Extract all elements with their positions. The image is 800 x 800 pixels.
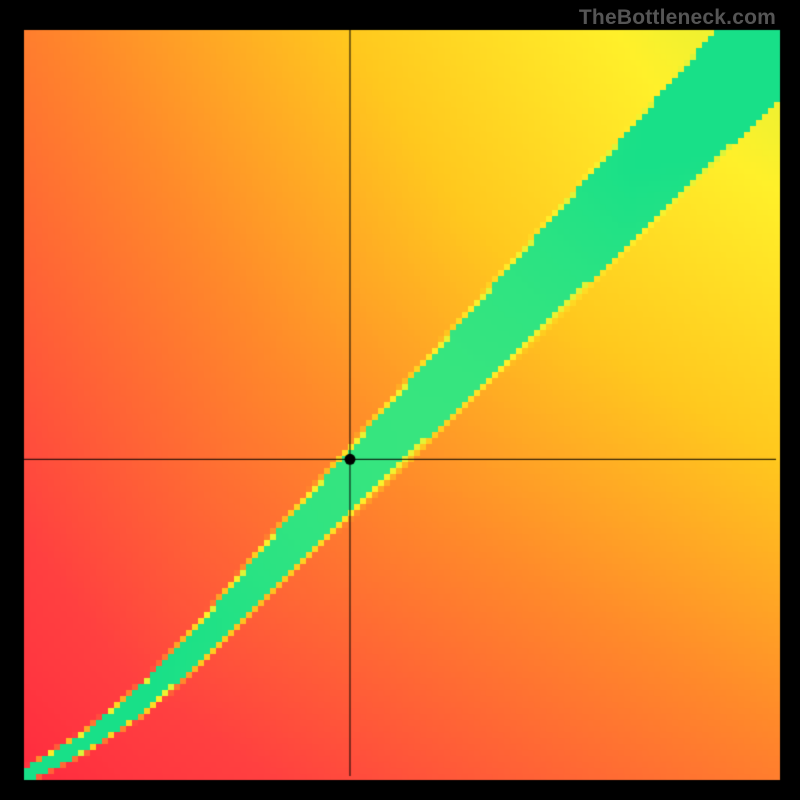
heatmap-container: TheBottleneck.com bbox=[0, 0, 800, 800]
watermark-label: TheBottleneck.com bbox=[579, 6, 776, 30]
bottleneck-heatmap-canvas bbox=[0, 0, 800, 800]
